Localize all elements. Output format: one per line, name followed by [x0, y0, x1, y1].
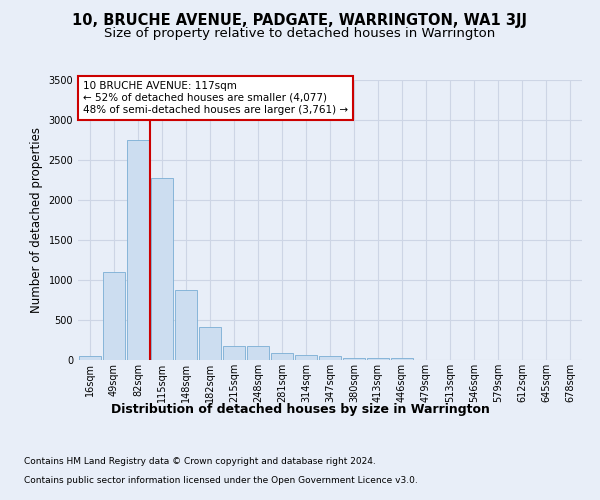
Bar — [343, 358, 365, 360]
Y-axis label: Number of detached properties: Number of detached properties — [30, 127, 43, 313]
Bar — [223, 346, 245, 360]
Text: Contains public sector information licensed under the Open Government Licence v3: Contains public sector information licen… — [24, 476, 418, 485]
Bar — [295, 355, 317, 360]
Bar — [247, 346, 269, 360]
Bar — [175, 290, 197, 360]
Bar — [199, 327, 221, 360]
Text: Size of property relative to detached houses in Warrington: Size of property relative to detached ho… — [104, 28, 496, 40]
Text: 10 BRUCHE AVENUE: 117sqm
← 52% of detached houses are smaller (4,077)
48% of sem: 10 BRUCHE AVENUE: 117sqm ← 52% of detach… — [83, 82, 348, 114]
Bar — [391, 358, 413, 360]
Bar — [151, 178, 173, 360]
Bar — [367, 358, 389, 360]
Text: 10, BRUCHE AVENUE, PADGATE, WARRINGTON, WA1 3JJ: 10, BRUCHE AVENUE, PADGATE, WARRINGTON, … — [73, 12, 527, 28]
Bar — [271, 353, 293, 360]
Bar — [79, 356, 101, 360]
Bar — [103, 272, 125, 360]
Bar — [319, 356, 341, 360]
Text: Distribution of detached houses by size in Warrington: Distribution of detached houses by size … — [110, 402, 490, 415]
Text: Contains HM Land Registry data © Crown copyright and database right 2024.: Contains HM Land Registry data © Crown c… — [24, 458, 376, 466]
Bar — [127, 140, 149, 360]
